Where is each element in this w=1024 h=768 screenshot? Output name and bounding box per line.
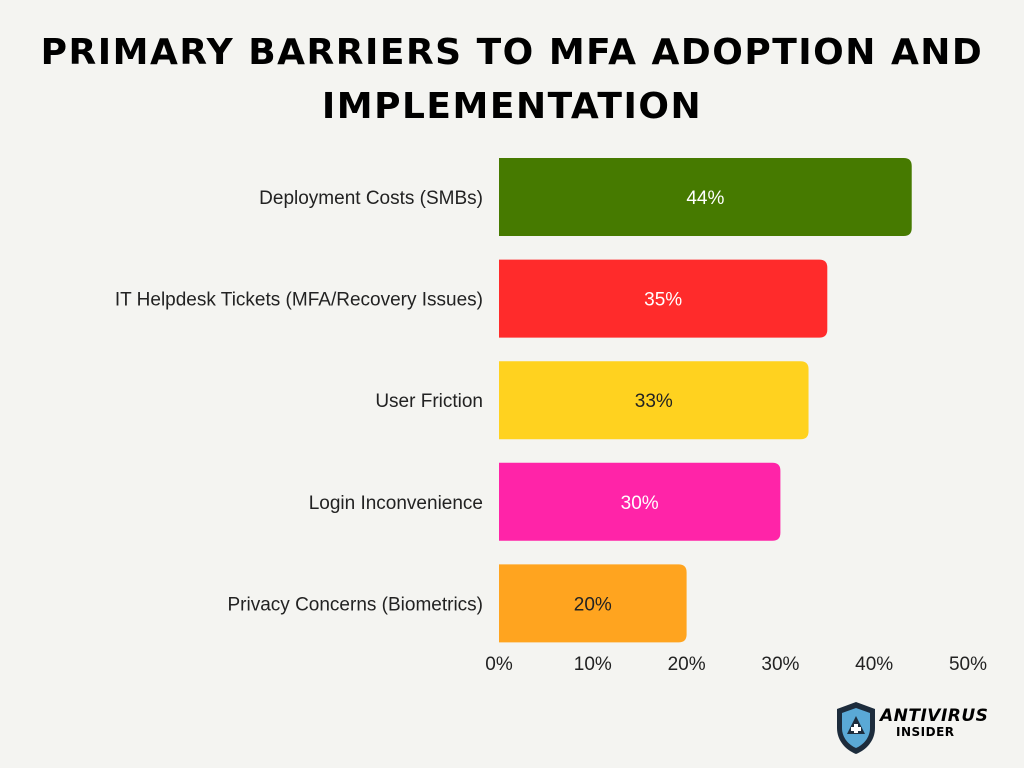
x-tick-label: 20%: [668, 654, 706, 675]
brand-logo: ANTIVIRUS INSIDER: [834, 700, 994, 756]
category-label: Privacy Concerns (Biometrics): [228, 594, 484, 615]
category-label: Login Inconvenience: [309, 493, 483, 514]
x-tick-label: 10%: [574, 654, 612, 675]
x-tick-label: 50%: [949, 654, 987, 675]
bars-layer: Deployment Costs (SMBs) 44% IT Helpdesk Ti…: [115, 158, 912, 643]
bar: [499, 158, 912, 236]
data-label: 30%: [621, 493, 659, 514]
x-tick-label: 30%: [761, 654, 799, 675]
logo-subtitle: INSIDER: [896, 725, 955, 739]
x-tick-label: 0%: [485, 654, 513, 675]
bar-chart: Deployment Costs (SMBs) 44% IT Helpdesk Ti…: [115, 158, 987, 675]
data-label: 35%: [644, 290, 682, 311]
x-axis-ticks: 0% 10% 20% 30% 40% 50%: [485, 654, 987, 675]
category-label: IT Helpdesk Tickets (MFA/Recovery Issues…: [115, 290, 483, 311]
data-label: 44%: [686, 188, 724, 209]
bar: [499, 564, 687, 643]
chart-title: Primary Barriers to MFA Adoption and Imp…: [40, 32, 984, 127]
shield-icon: [837, 702, 875, 754]
bar: [499, 259, 828, 338]
bar: [499, 462, 781, 541]
data-label: 20%: [574, 594, 612, 615]
x-tick-label: 40%: [855, 654, 893, 675]
category-label: Deployment Costs (SMBs): [259, 188, 483, 209]
category-label: User Friction: [375, 391, 483, 412]
bar: [499, 361, 809, 440]
logo-wordmark: ANTIVIRUS: [880, 706, 989, 726]
data-label: 33%: [635, 391, 673, 412]
